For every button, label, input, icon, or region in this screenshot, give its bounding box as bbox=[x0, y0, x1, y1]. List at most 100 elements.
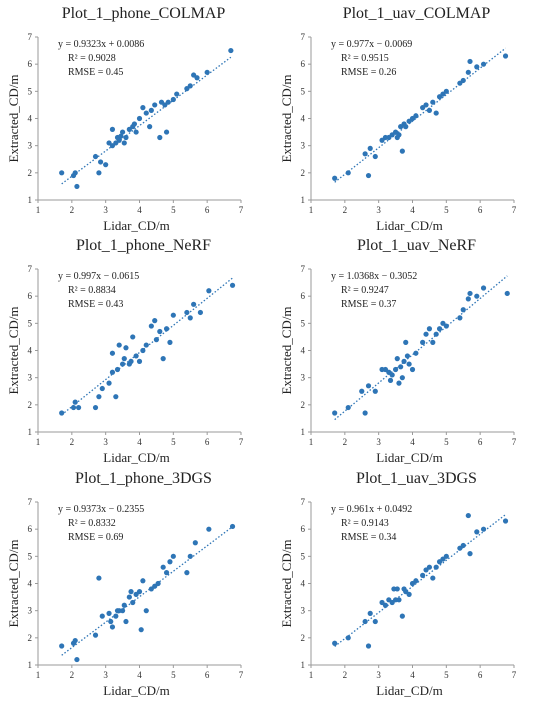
data-point bbox=[136, 115, 143, 122]
y-tick-label: 2 bbox=[28, 168, 33, 178]
data-point bbox=[72, 637, 78, 644]
data-point bbox=[359, 388, 365, 394]
data-point bbox=[387, 377, 394, 383]
y-tick-label: 2 bbox=[301, 168, 306, 178]
data-point bbox=[204, 69, 210, 75]
data-point bbox=[103, 162, 109, 168]
x-tick-label: 6 bbox=[478, 205, 483, 215]
x-tick-label: 1 bbox=[36, 670, 41, 680]
chart-panel: Plot_1_phone_COLMAP 1 2 3 4 5 6 7 1 2 3 4 5 6 7 Lidar_C… bbox=[6, 5, 244, 233]
y-tick-label: 1 bbox=[28, 427, 33, 437]
y-tick-label: 1 bbox=[28, 195, 33, 205]
data-point bbox=[109, 369, 116, 375]
y-tick-label: 4 bbox=[301, 579, 306, 589]
x-tick-label: 7 bbox=[239, 670, 244, 680]
rmse-annotation: RMSE = 0.37 bbox=[341, 299, 396, 310]
data-point bbox=[460, 77, 466, 84]
data-point bbox=[70, 404, 77, 411]
data-point bbox=[136, 589, 143, 595]
y-tick-label: 4 bbox=[301, 114, 306, 124]
x-tick-label: 2 bbox=[343, 437, 348, 447]
data-point bbox=[345, 170, 351, 176]
y-tick-label: 6 bbox=[301, 524, 306, 534]
data-point bbox=[362, 618, 368, 625]
y-tick-label: 3 bbox=[301, 373, 306, 383]
data-point bbox=[92, 632, 99, 638]
data-point bbox=[109, 624, 116, 630]
chart-title: Plot_1_phone_3DGS bbox=[75, 470, 212, 487]
chart-panel: Plot_1_uav_COLMAP 1 2 3 4 5 6 7 1 2 3 4 5 6 7 Lidar_CD/… bbox=[279, 5, 517, 233]
x-tick-label: 1 bbox=[309, 205, 314, 215]
x-tick-label: 4 bbox=[410, 205, 415, 215]
x-tick-label: 3 bbox=[103, 437, 108, 447]
y-axis-label: Extracted_CD/m bbox=[6, 74, 21, 162]
data-point bbox=[133, 353, 139, 359]
data-point bbox=[206, 288, 212, 294]
chart-title: Plot_1_uav_3DGS bbox=[356, 470, 477, 487]
rmse-annotation: RMSE = 0.26 bbox=[341, 67, 396, 78]
data-point bbox=[365, 383, 372, 389]
data-point bbox=[118, 133, 124, 139]
data-point bbox=[131, 121, 138, 127]
data-point bbox=[433, 331, 439, 337]
rmse-annotation: RMSE = 0.34 bbox=[341, 532, 396, 543]
data-point bbox=[123, 345, 129, 351]
data-point bbox=[460, 542, 466, 549]
x-tick-label: 2 bbox=[343, 205, 348, 215]
data-point bbox=[72, 170, 78, 176]
x-tick-label: 7 bbox=[512, 437, 517, 447]
data-point bbox=[133, 129, 139, 135]
y-tick-label: 5 bbox=[28, 551, 33, 561]
data-point bbox=[163, 129, 170, 135]
x-tick-label: 4 bbox=[137, 205, 142, 215]
data-point bbox=[401, 358, 407, 364]
data-point bbox=[423, 102, 429, 108]
data-point bbox=[382, 602, 389, 608]
data-point bbox=[332, 640, 338, 646]
data-point bbox=[399, 375, 405, 381]
data-point bbox=[423, 331, 429, 337]
data-point bbox=[187, 83, 193, 89]
data-point bbox=[465, 512, 471, 519]
y-tick-label: 3 bbox=[28, 373, 33, 383]
data-point bbox=[96, 394, 102, 400]
data-point bbox=[426, 564, 433, 570]
data-point bbox=[399, 148, 405, 154]
data-point bbox=[430, 99, 436, 105]
data-point bbox=[480, 61, 487, 67]
data-point bbox=[467, 58, 473, 65]
rmse-annotation: RMSE = 0.45 bbox=[68, 67, 123, 78]
y-tick-label: 3 bbox=[301, 606, 306, 616]
trendline bbox=[61, 56, 232, 185]
data-point bbox=[396, 380, 402, 386]
x-tick-label: 6 bbox=[205, 205, 210, 215]
data-point bbox=[148, 107, 154, 113]
y-tick-label: 5 bbox=[28, 86, 33, 96]
data-point bbox=[367, 145, 373, 151]
x-tick-label: 5 bbox=[171, 205, 176, 215]
y-tick-label: 4 bbox=[28, 346, 33, 356]
data-point bbox=[160, 564, 166, 570]
data-point bbox=[474, 529, 480, 535]
data-point bbox=[430, 575, 436, 581]
y-tick-label: 5 bbox=[301, 318, 306, 328]
data-point bbox=[436, 326, 443, 332]
y-tick-label: 1 bbox=[301, 195, 306, 205]
x-axis-label: Lidar_CD/m bbox=[103, 683, 169, 698]
y-tick-label: 6 bbox=[28, 59, 33, 69]
x-tick-label: 3 bbox=[103, 205, 108, 215]
data-point bbox=[76, 404, 82, 411]
data-point bbox=[413, 578, 419, 584]
r-squared-annotation: R² = 0.8332 bbox=[68, 518, 116, 529]
y-tick-label: 1 bbox=[301, 427, 306, 437]
data-point bbox=[153, 337, 160, 343]
trendline bbox=[334, 514, 506, 647]
data-point bbox=[147, 124, 153, 130]
data-point bbox=[443, 323, 449, 329]
y-tick-label: 2 bbox=[28, 400, 33, 410]
y-tick-label: 2 bbox=[301, 400, 306, 410]
data-point bbox=[143, 342, 149, 348]
data-point bbox=[167, 339, 173, 345]
equation-annotation: y = 0.997x − 0.0615 bbox=[58, 271, 139, 282]
